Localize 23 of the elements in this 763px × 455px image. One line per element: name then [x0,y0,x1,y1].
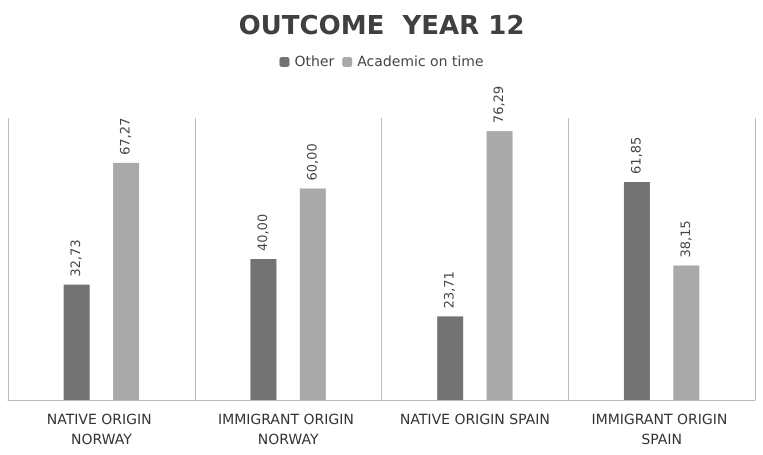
data-label: 76,29 [492,86,508,124]
legend-label: Academic on time [357,54,484,70]
data-label: 23,71 [442,271,458,308]
legend-label: Other [294,54,334,70]
data-label: 38,15 [678,220,694,258]
bar [437,316,464,400]
bar [300,188,326,400]
x-tick-label: IMMIGRANT ORIGIN NORWAY [218,412,358,448]
bar [113,162,140,400]
bar [624,182,650,400]
chart-title: OUTCOME YEAR 12 [238,11,524,41]
data-label: 32,73 [69,239,84,277]
x-tick-label: IMMIGRANT ORIGIN SPAIN [591,412,732,448]
bar [64,284,90,400]
data-label: 60,00 [305,143,320,180]
x-tick-label: NATIVE ORIGIN SPAIN [400,412,550,428]
data-label: 67,27 [118,118,134,155]
bar [250,259,276,400]
x-tick-label: NATIVE ORIGIN NORWAY [46,412,156,448]
bar [486,131,513,400]
data-label: 61,85 [629,136,644,174]
data-label: 40,00 [256,214,271,251]
bar [673,266,700,400]
